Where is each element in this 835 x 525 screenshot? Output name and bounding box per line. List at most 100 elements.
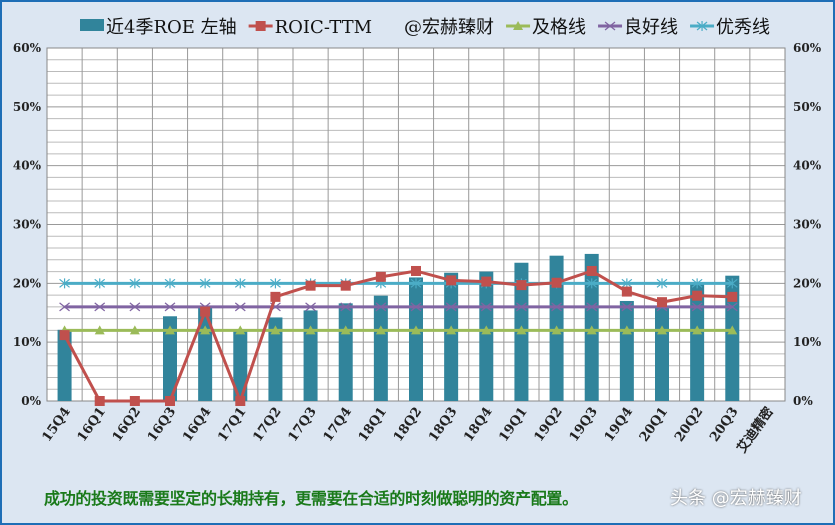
y-tick-label: 10% bbox=[13, 335, 42, 349]
x-tick-label: 17Q4 bbox=[321, 405, 355, 445]
marker-square bbox=[446, 275, 457, 286]
marker-star bbox=[726, 278, 738, 289]
bar-roe bbox=[373, 295, 388, 401]
y-tick-label: 60% bbox=[13, 41, 42, 55]
marker-x bbox=[604, 21, 616, 31]
bar-roe bbox=[233, 331, 248, 401]
x-tick-label: 18Q4 bbox=[461, 405, 495, 445]
marker-x bbox=[129, 302, 141, 312]
legend-label: 优秀线 bbox=[716, 17, 770, 38]
marker-star bbox=[234, 278, 246, 289]
marker-square bbox=[551, 277, 562, 288]
bar-roe bbox=[57, 329, 72, 401]
marker-x bbox=[410, 302, 422, 312]
marker-x bbox=[551, 302, 562, 312]
marker-square bbox=[692, 290, 703, 301]
marker-star bbox=[129, 278, 141, 289]
marker-square bbox=[375, 271, 386, 282]
legend-label: @宏赫臻财 bbox=[404, 17, 494, 38]
y-tick-label: 0% bbox=[21, 394, 41, 408]
marker-square bbox=[94, 396, 105, 406]
marker-square bbox=[727, 291, 738, 302]
marker-square bbox=[165, 396, 175, 406]
bar-roe bbox=[479, 271, 494, 401]
marker-square bbox=[235, 396, 246, 406]
legend-label: ROIC-TTM bbox=[275, 17, 372, 38]
marker-star bbox=[270, 278, 281, 289]
x-tick-label: 19Q1 bbox=[496, 405, 530, 445]
x-tick-label: 18Q2 bbox=[391, 405, 425, 445]
bar-roe bbox=[268, 317, 283, 401]
bar-roe bbox=[690, 282, 705, 401]
marker-triangle bbox=[692, 325, 703, 335]
marker-star bbox=[199, 278, 211, 289]
marker-x bbox=[340, 302, 352, 312]
marker-x bbox=[94, 302, 106, 312]
marker-triangle bbox=[727, 325, 738, 335]
marker-triangle bbox=[551, 325, 562, 335]
bar-roe bbox=[409, 277, 423, 401]
x-tick-label: 19Q4 bbox=[602, 405, 636, 445]
marker-triangle bbox=[340, 325, 351, 335]
marker-star bbox=[691, 278, 703, 289]
y-tick-label: 40% bbox=[13, 159, 42, 173]
bar-roe bbox=[655, 306, 669, 401]
marker-star bbox=[410, 278, 422, 289]
legend-swatch-bar bbox=[80, 19, 104, 31]
line-1 bbox=[63, 269, 733, 406]
marker-triangle bbox=[235, 325, 246, 335]
marker-square bbox=[340, 280, 351, 291]
marker-x bbox=[726, 302, 738, 312]
y2-tick-label: 60% bbox=[793, 41, 822, 55]
bar-roe bbox=[619, 300, 634, 401]
x-tick-label: 16Q3 bbox=[145, 405, 179, 445]
x-tick-label: 20Q1 bbox=[637, 405, 671, 445]
marker-triangle bbox=[200, 325, 211, 335]
bar-roe bbox=[163, 316, 177, 401]
x-tick-label: 17Q1 bbox=[215, 405, 249, 445]
legend-label: 良好线 bbox=[624, 17, 678, 38]
marker-square bbox=[586, 265, 597, 276]
marker-x bbox=[305, 302, 316, 312]
x-tick-label: 18Q3 bbox=[426, 405, 460, 445]
marker-square bbox=[516, 280, 527, 291]
marker-triangle bbox=[657, 325, 667, 335]
marker-triangle bbox=[305, 325, 316, 335]
y-tick-label: 20% bbox=[13, 276, 42, 290]
y2-tick-label: 10% bbox=[793, 335, 822, 349]
marker-x bbox=[480, 302, 492, 312]
marker-square bbox=[657, 297, 667, 308]
marker-x bbox=[691, 302, 703, 312]
y2-tick-label: 30% bbox=[793, 218, 822, 232]
marker-triangle bbox=[411, 325, 421, 335]
y2-tick-label: 0% bbox=[793, 394, 813, 408]
bar-roe bbox=[303, 310, 318, 401]
bar-roe bbox=[338, 303, 353, 401]
marker-star bbox=[656, 278, 668, 289]
x-tick-label: 20Q3 bbox=[707, 405, 741, 445]
x-tick-label: 16Q1 bbox=[75, 405, 109, 445]
marker-square bbox=[621, 286, 632, 297]
y2-tick-label: 50% bbox=[793, 100, 822, 114]
x-tick-label: 18Q1 bbox=[356, 405, 390, 445]
marker-triangle bbox=[129, 325, 140, 335]
marker-star bbox=[164, 278, 176, 289]
marker-triangle bbox=[481, 325, 492, 335]
x-tick-label: 15Q4 bbox=[39, 405, 73, 445]
marker-square bbox=[200, 306, 211, 317]
bar-roe bbox=[444, 272, 459, 401]
marker-square bbox=[255, 21, 266, 31]
x-tick-label: 16Q2 bbox=[110, 405, 144, 445]
marker-triangle bbox=[165, 325, 175, 335]
marker-star bbox=[696, 21, 708, 31]
marker-x bbox=[164, 302, 176, 312]
marker-x bbox=[586, 302, 598, 312]
y2-tick-label: 40% bbox=[793, 159, 822, 173]
marker-x bbox=[234, 302, 246, 312]
y-tick-label: 30% bbox=[13, 218, 42, 232]
x-tick-label: 19Q2 bbox=[531, 405, 565, 445]
marker-triangle bbox=[621, 325, 632, 335]
footer-quote: 成功的投资既需要坚定的长期持有，更需要在合适的时刻做聪明的资产配置。 bbox=[44, 489, 578, 508]
